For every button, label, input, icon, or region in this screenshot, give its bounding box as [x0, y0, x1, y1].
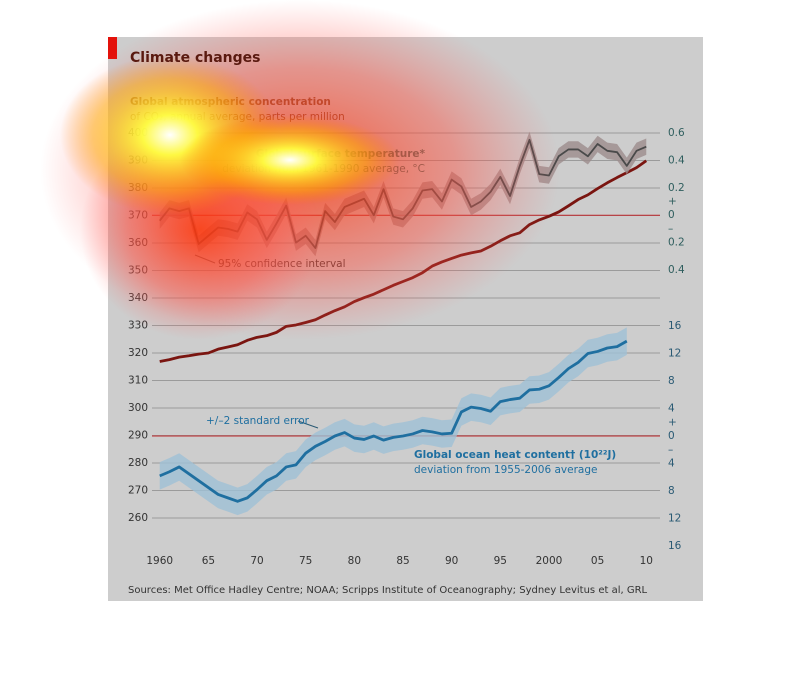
y-tick-label: 0.2 — [668, 182, 685, 194]
y-tick-label: 340 — [128, 292, 148, 304]
y-tick-label: 330 — [128, 320, 148, 332]
y-tick-label: 12 — [668, 348, 681, 360]
y-tick-label: 0.4 — [668, 264, 685, 276]
y-tick-label: 4 — [668, 458, 675, 470]
x-tick-label: 1960 — [146, 555, 173, 567]
x-tick-label: 70 — [250, 555, 263, 567]
y-tick-label: 270 — [128, 485, 148, 497]
error-band — [159, 327, 627, 516]
x-tick-label: 75 — [299, 555, 312, 567]
sign-label: – — [668, 223, 673, 235]
y-tick-label: 310 — [128, 375, 148, 387]
y-tick-label: 0 — [668, 209, 675, 221]
leader-line — [297, 420, 319, 429]
y-tick-label: 0.4 — [668, 154, 685, 166]
series-subtitle: deviation from 1961-1990 average, °C — [222, 163, 425, 175]
y-tick-label: 280 — [128, 457, 148, 469]
y-tick-label: 0.2 — [668, 237, 685, 249]
y-tick-label: 360 — [128, 237, 148, 249]
series-name: Global ocean heat content† (10²²J) — [414, 449, 616, 461]
sign-label: + — [668, 196, 677, 208]
band-label: 95% confidence interval — [218, 258, 346, 270]
y-tick-label: 16 — [668, 540, 682, 552]
x-tick-label: 90 — [445, 555, 458, 567]
x-tick-label: 80 — [348, 555, 361, 567]
x-tick-label: 85 — [396, 555, 409, 567]
series-subtitle: of CO₂, annual average, parts per millio… — [130, 111, 345, 123]
y-tick-label: 8 — [668, 485, 675, 497]
series-subtitle: deviation from 1955-2006 average — [414, 464, 597, 476]
x-tick-label: 10 — [640, 555, 653, 567]
accent-bar — [108, 37, 117, 59]
y-tick-label: 350 — [128, 265, 148, 277]
y-tick-label: 0 — [668, 430, 675, 442]
y-tick-label: 370 — [128, 210, 148, 222]
series-name: Global atmospheric concentration — [130, 96, 331, 108]
x-tick-label: 05 — [591, 555, 604, 567]
y-tick-label: 16 — [668, 320, 682, 332]
band-label: +/–2 standard error — [206, 415, 310, 427]
chart-title: Climate changes — [130, 50, 261, 66]
x-tick-label: 65 — [202, 555, 215, 567]
y-tick-label: 390 — [128, 155, 148, 167]
y-tick-label: 290 — [128, 430, 148, 442]
y-tick-label: 8 — [668, 375, 675, 387]
sign-label: + — [668, 416, 677, 428]
y-tick-label: 380 — [128, 182, 148, 194]
y-tick-label: 300 — [128, 402, 148, 414]
y-tick-label: 260 — [128, 512, 148, 524]
x-tick-label: 2000 — [536, 555, 563, 567]
source-note: Sources: Met Office Hadley Centre; NOAA;… — [128, 585, 648, 596]
y-tick-label: 0.6 — [668, 127, 685, 139]
y-tick-label: 400 — [128, 127, 148, 139]
series-name: Global surface temperature* — [256, 148, 426, 160]
x-tick-label: 95 — [494, 555, 507, 567]
series-line — [159, 339, 628, 503]
y-tick-label: 12 — [668, 513, 681, 525]
y-tick-label: 320 — [128, 347, 148, 359]
y-tick-label: 4 — [668, 403, 675, 415]
sign-label: – — [668, 444, 673, 456]
